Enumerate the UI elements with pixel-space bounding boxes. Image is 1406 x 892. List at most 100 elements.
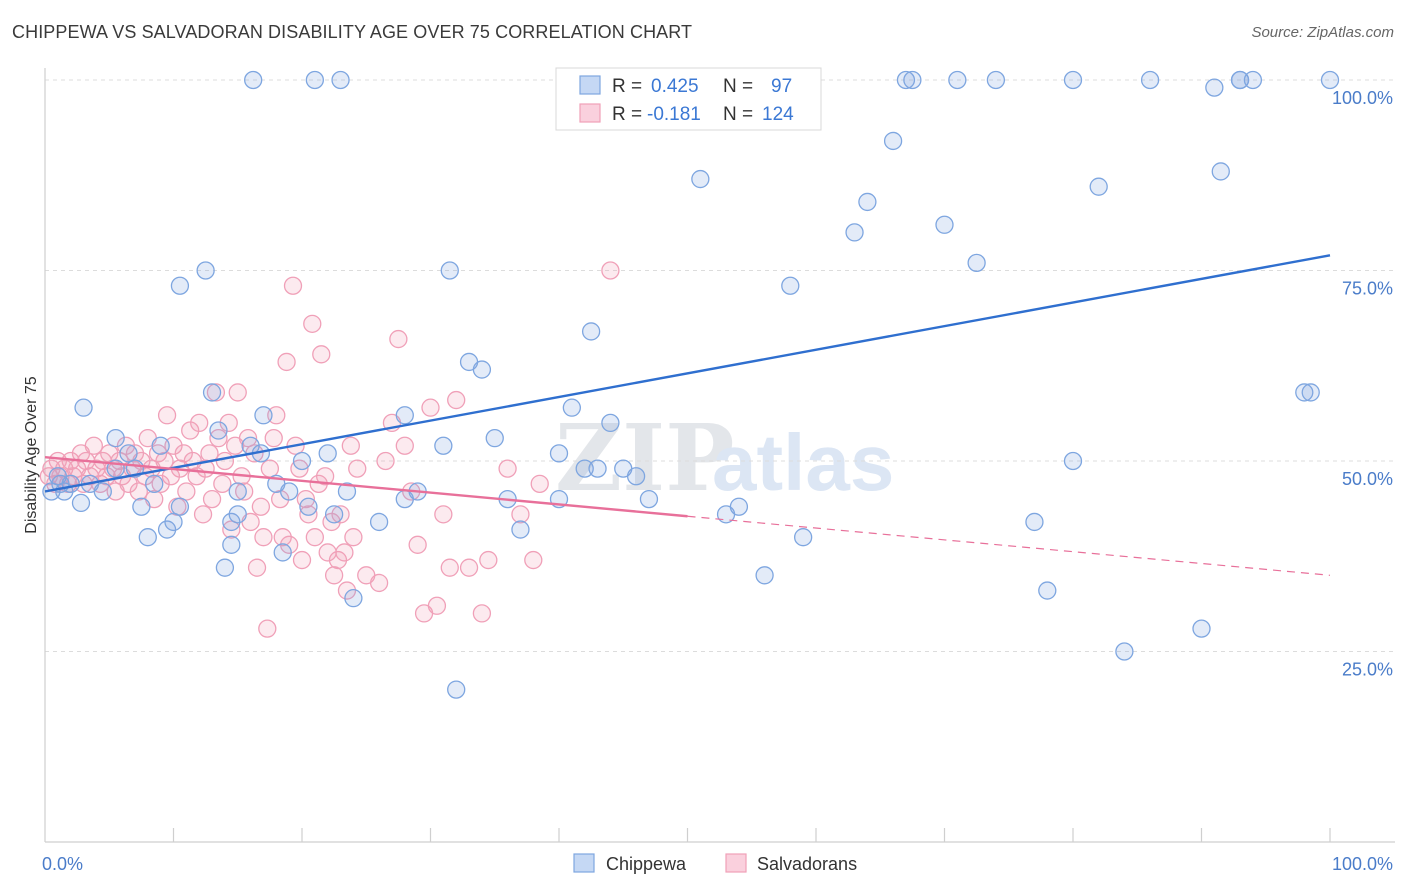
point-chippewa-87 [1140,70,1160,90]
point-chippewa-84 [1063,451,1083,471]
legend-n-label-1: N = [723,76,758,97]
point-salvadorans-83 [305,528,325,547]
point-chippewa-68 [729,497,749,516]
point-salvadorans-35 [151,474,170,494]
point-salvadorans-54 [213,474,232,494]
point-chippewa-48 [434,436,453,455]
point-salvadorans-96 [348,459,367,478]
point-salvadorans-81 [299,505,318,524]
chart-title: CHIPPEWA VS SALVADORAN DISABILITY AGE OV… [12,22,693,42]
point-chippewa-22 [202,383,222,402]
point-chippewa-82 [1038,581,1057,600]
point-chippewa-62 [601,413,620,433]
point-chippewa-4 [61,474,80,494]
point-salvadorans-19 [100,444,119,463]
point-salvadorans-86 [315,467,335,486]
y-tick-label-25: 25.0% [1342,660,1393,680]
point-chippewa-77 [935,215,954,234]
point-salvadorans-106 [421,398,440,417]
point-salvadorans-89 [324,566,344,585]
x-tick-label-100: 100.0% [1332,854,1393,874]
point-salvadorans-57 [222,520,241,539]
point-chippewa-81 [1025,512,1044,532]
point-chippewa-34 [273,543,292,562]
point-chippewa-95 [1301,383,1320,402]
point-chippewa-44 [369,512,389,532]
point-chippewa-86 [1115,642,1134,661]
point-chippewa-55 [511,520,530,539]
point-chippewa-27 [228,505,247,524]
point-salvadorans-108 [434,505,453,524]
point-salvadorans-71 [267,406,286,425]
point-salvadorans-102 [395,436,414,455]
point-salvadorans-94 [341,436,360,455]
point-chippewa-89 [1205,78,1224,97]
point-salvadorans-74 [277,352,296,372]
point-chippewa-93 [1243,70,1263,90]
point-chippewa-94 [1295,383,1314,402]
point-chippewa-45 [395,406,414,425]
point-salvadorans-48 [193,505,213,524]
point-chippewa-36 [292,451,312,471]
point-chippewa-49 [440,261,459,280]
point-salvadorans-109 [440,558,459,577]
point-chippewa-24 [215,558,235,577]
point-salvadorans-70 [264,428,283,448]
point-chippewa-74 [883,131,903,151]
point-salvadorans-113 [479,550,498,570]
point-chippewa-14 [138,528,157,547]
point-chippewa-35 [279,482,299,501]
point-salvadorans-95 [344,528,363,547]
legend-r-label-2: R = [612,104,647,125]
point-salvadorans-61 [235,482,254,501]
point-chippewa-90 [1211,162,1230,181]
point-chippewa-96 [1320,70,1340,90]
point-chippewa-41 [331,70,350,90]
legend-swatch-chippewa [579,75,601,95]
legend-r-label-1: R = [612,76,647,97]
point-chippewa-5 [74,398,93,417]
point-salvadorans-55 [215,451,235,471]
point-chippewa-32 [254,406,273,425]
point-chippewa-11 [119,444,138,463]
axes [44,68,1395,843]
point-salvadorans-59 [228,383,247,402]
y-tick-labels: 25.0% 50.0% 75.0% 100.0% [1332,88,1393,680]
point-chippewa-88 [1192,619,1211,638]
point-salvadorans-68 [258,619,277,638]
watermark: ZIP atlas [555,404,894,512]
point-salvadorans-118 [601,261,620,280]
point-chippewa-50 [447,680,466,699]
point-chippewa-15 [145,474,164,494]
trend-line-chippewa [44,254,1331,493]
bottom-legend-swatch-salvadorans [725,853,747,873]
point-salvadorans-79 [292,550,312,570]
watermark-atlas: atlas [712,418,894,507]
point-salvadorans-56 [219,413,238,433]
trend-line-salvadorans [44,455,688,518]
point-salvadorans-43 [177,482,196,501]
point-salvadorans-82 [303,314,322,333]
point-chippewa-73 [858,192,877,212]
y-tick-label-100: 100.0% [1332,88,1393,108]
point-chippewa-75 [896,70,916,90]
point-chippewa-65 [639,489,659,509]
bottom-legend: Chippewa Salvadorans [573,853,857,874]
point-salvadorans-69 [260,459,280,478]
x-tick-label-0: 0.0% [42,854,83,874]
point-salvadorans-111 [459,558,479,577]
point-chippewa-38 [305,70,325,90]
point-salvadorans-39 [164,436,183,455]
point-chippewa-8 [93,482,112,501]
source-note: Source: ZipAtlas.com [1251,24,1394,41]
series-salvadorans [39,261,620,638]
x-tick-labels: 0.0% 100.0% [42,854,1393,874]
point-chippewa-16 [151,436,170,455]
legend-r-value-1: 0.425 [651,76,699,97]
legend-n-label-2: N = [723,104,758,125]
point-chippewa-6 [71,493,91,513]
bottom-legend-swatch-chippewa [573,853,595,873]
point-salvadorans-112 [472,604,492,623]
point-salvadorans-114 [498,459,517,478]
y-tick-label-75: 75.0% [1342,279,1393,299]
